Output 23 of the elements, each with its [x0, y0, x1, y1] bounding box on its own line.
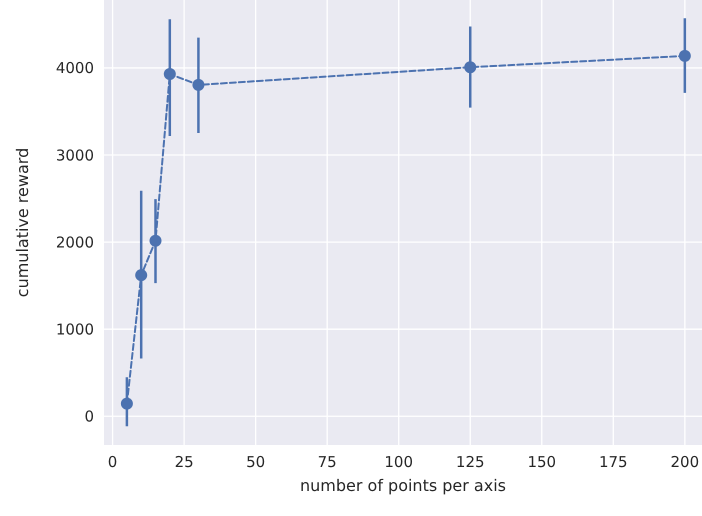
point — [150, 234, 162, 247]
point — [120, 398, 133, 410]
x-tick-label: 25 — [174, 453, 194, 471]
point — [464, 61, 476, 74]
x-tick-label: 0 — [108, 453, 118, 471]
x-tick-label: 125 — [456, 453, 485, 471]
x-tick-label: 50 — [246, 453, 266, 471]
point — [192, 78, 204, 91]
y-axis-title: cumulative reward — [13, 148, 32, 298]
x-tick-label: 150 — [527, 453, 556, 471]
y-tick-label: 1000 — [56, 320, 94, 338]
x-tick-label: 100 — [384, 453, 414, 471]
point — [678, 50, 691, 62]
y-tick-label: 4000 — [56, 59, 94, 78]
x-tick-label: 75 — [318, 453, 337, 471]
x-axis-title: number of points per axis — [300, 476, 506, 495]
x-tick-label: 175 — [598, 453, 628, 471]
y-tick-label: 3000 — [56, 146, 94, 164]
x-tick-label: 200 — [670, 453, 700, 471]
point — [164, 68, 176, 80]
y-tick-label: 2000 — [56, 233, 94, 252]
point — [135, 269, 148, 282]
y-tick-label: 0 — [84, 408, 94, 426]
